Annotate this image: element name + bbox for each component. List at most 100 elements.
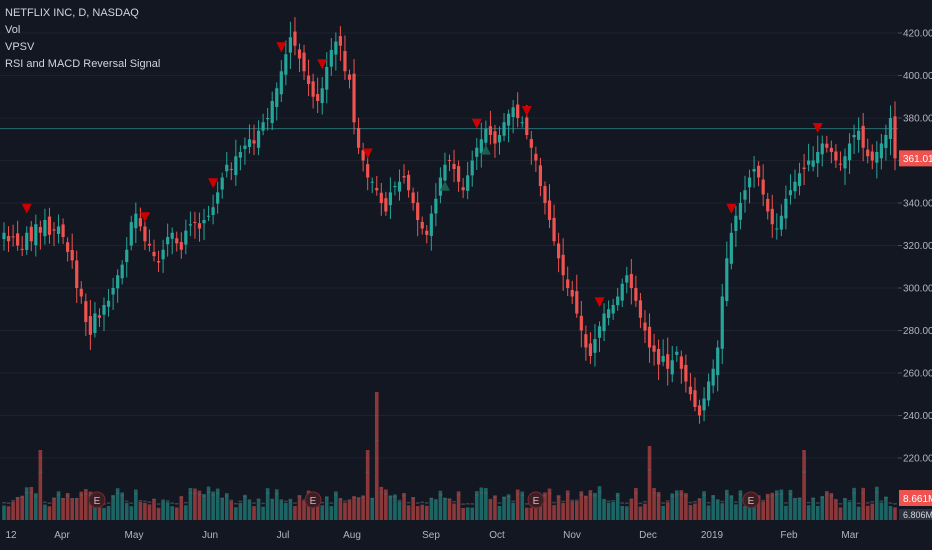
volume-bar [184, 505, 188, 520]
y-tick-label: 320.00 [903, 241, 932, 252]
candle-body [847, 143, 852, 161]
candle-body [361, 150, 365, 161]
time-axis[interactable]: 12 Apr May Jun Jul Aug Sep Oct Nov Dec 2019 Feb Mar [0, 520, 932, 550]
candle-body [657, 348, 661, 365]
volume-bar [711, 494, 715, 520]
earnings-marker[interactable] [527, 491, 545, 509]
vpsv-bar [761, 499, 765, 502]
candle-body [879, 143, 883, 159]
vpsv-bar [165, 500, 170, 502]
x-tick-label: Dec [639, 530, 657, 541]
vpsv-bar [597, 491, 602, 493]
candle-body [538, 165, 543, 186]
candle-body [888, 118, 893, 139]
x-tick-label: Jul [277, 530, 290, 541]
vpsv-bar [524, 503, 529, 505]
candle-body [479, 139, 483, 154]
candle-body [843, 156, 847, 169]
candle-body [152, 251, 156, 257]
vpsv-bar [674, 493, 679, 496]
vpsv-bar [588, 493, 593, 496]
volume-bar [738, 490, 743, 520]
volume-bar [756, 495, 761, 520]
volume-bar [165, 502, 170, 520]
candle-body [297, 49, 302, 59]
volume-bar [852, 487, 856, 520]
volume-bar [202, 494, 206, 520]
candle-body [770, 208, 774, 225]
volume-bar [356, 497, 361, 520]
candle-body [616, 296, 620, 306]
vpsv-bar [52, 497, 56, 500]
cut-volume-badge [899, 509, 932, 520]
volume-bar [493, 495, 497, 520]
vpsv-bar [134, 493, 138, 495]
volume-bar [565, 490, 570, 520]
candle-body [511, 107, 515, 117]
volume-bar [861, 487, 865, 520]
candle-body [352, 73, 356, 123]
candle-body [602, 313, 606, 332]
vpsv-bar [352, 496, 356, 499]
volume-bar [511, 502, 515, 520]
vpsv-bar [843, 498, 847, 500]
candle-body [229, 168, 233, 170]
volume-bar [429, 497, 434, 520]
vpsv-bar [834, 498, 838, 501]
earnings-marker[interactable] [88, 491, 106, 509]
last-price-label: 361.01 [903, 154, 932, 165]
candle-body [456, 166, 461, 182]
price-axis[interactable]: 420.00400.00380.00360.00340.00320.00300.… [898, 0, 932, 520]
candle-body [588, 343, 593, 356]
vpsv-bar [511, 500, 515, 502]
vpsv-bar [202, 495, 206, 498]
volume-bar [465, 507, 470, 520]
volume-bar [870, 503, 875, 520]
y-tick-label: 300.00 [903, 284, 932, 295]
candle-body [697, 405, 702, 416]
candle-body [797, 173, 802, 186]
volume-bar [138, 501, 143, 520]
candle-body [93, 313, 97, 333]
y-tick-label: 380.00 [903, 114, 932, 125]
vpsv-bar [152, 498, 156, 501]
candle-body [834, 151, 838, 161]
volume-bar [761, 501, 765, 520]
vpsv-bar [279, 499, 284, 501]
volume-bar [665, 502, 670, 520]
candle-body [225, 164, 229, 172]
legend-rsi-macd[interactable]: RSI and MACD Reversal Signal [5, 58, 161, 70]
sell-signal-icon [21, 203, 32, 214]
vpsv-bar [520, 494, 525, 496]
vpsv-bar [893, 503, 897, 505]
volume-bar [788, 489, 793, 520]
legend-vol[interactable]: Vol [5, 24, 21, 36]
candle-body [216, 192, 220, 204]
candle-body [761, 179, 765, 195]
vpsv-bar [484, 492, 488, 494]
candle-body [825, 143, 829, 148]
volume-bar [706, 505, 711, 520]
legend-vpsv[interactable]: VPSV [5, 41, 35, 53]
volume-bar [388, 495, 393, 520]
vpsv-bar [384, 493, 388, 495]
legend-symbol[interactable]: NETFLIX INC, D, NASDAQ [5, 7, 139, 19]
earnings-marker[interactable] [742, 491, 760, 509]
volume-bar [329, 506, 334, 520]
vpsv-bar [47, 502, 52, 504]
earnings-marker[interactable] [304, 491, 322, 509]
candle-body [611, 305, 615, 314]
candle-body [734, 215, 738, 231]
volume-bar [770, 492, 775, 520]
candle-body [397, 181, 402, 192]
candle-body [179, 242, 183, 250]
candle-body [343, 51, 347, 72]
candle-body [716, 347, 720, 376]
volume-bar [743, 505, 747, 520]
vpsv-bar [284, 500, 288, 503]
candle-body [502, 122, 506, 136]
volume-bar [597, 486, 602, 520]
vpsv-bar [784, 502, 788, 504]
